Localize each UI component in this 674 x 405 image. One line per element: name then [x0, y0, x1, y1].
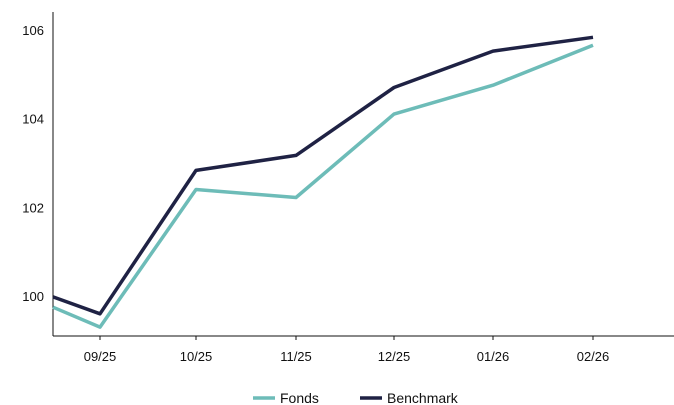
y-tick-labels: 100 102 104 106 — [22, 23, 44, 304]
x-tick-label: 01/26 — [477, 349, 510, 364]
y-tick-label: 104 — [22, 112, 44, 127]
y-tick-label: 102 — [22, 200, 44, 215]
series-line-benchmark — [52, 35, 594, 316]
x-tick-labels: 09/25 10/25 11/25 12/25 01/26 02/26 — [84, 336, 610, 364]
x-tick-label: 12/25 — [378, 349, 411, 364]
y-tick-label: 100 — [22, 289, 44, 304]
x-tick-label: 09/25 — [84, 349, 117, 364]
x-tick-label: 10/25 — [180, 349, 213, 364]
series-lines — [52, 35, 594, 329]
legend-label-fonds: Fonds — [280, 390, 319, 405]
legend-label-benchmark: Benchmark — [387, 390, 459, 405]
y-tick-label: 106 — [22, 23, 44, 38]
x-tick-label: 11/25 — [280, 349, 312, 364]
legend: Fonds Benchmark — [253, 390, 459, 405]
x-tick-label: 02/26 — [577, 349, 610, 364]
series-line-fonds — [52, 43, 594, 329]
